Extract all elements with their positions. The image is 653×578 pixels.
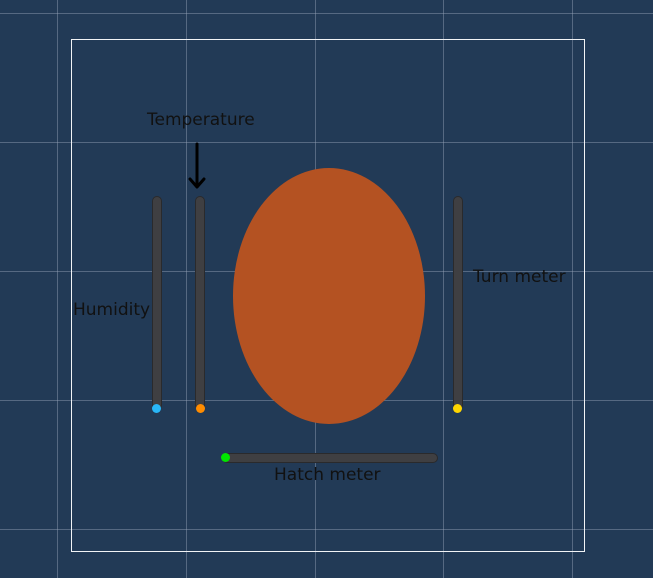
egg[interactable] bbox=[233, 168, 425, 424]
canvas-frame bbox=[71, 39, 585, 552]
temperature-meter-handle[interactable] bbox=[196, 404, 205, 413]
turn-meter-label: Turn meter bbox=[473, 267, 566, 287]
humidity-meter-handle[interactable] bbox=[152, 404, 161, 413]
temperature-meter-track bbox=[195, 196, 205, 410]
grid-line bbox=[0, 529, 653, 530]
grid-line bbox=[0, 142, 653, 143]
hatch-meter-handle[interactable] bbox=[221, 453, 230, 462]
hatch-meter-track bbox=[222, 453, 438, 463]
grid-line bbox=[443, 0, 444, 578]
humidity-label: Humidity bbox=[73, 300, 151, 320]
turn-meter-handle[interactable] bbox=[453, 404, 462, 413]
turn-meter-track bbox=[453, 196, 463, 410]
grid-line bbox=[186, 0, 187, 578]
grid-line bbox=[0, 13, 653, 14]
humidity-meter-track bbox=[152, 196, 162, 410]
temperature-label: Temperature bbox=[147, 110, 255, 130]
down-arrow-icon bbox=[188, 142, 206, 189]
grid-line bbox=[572, 0, 573, 578]
hatch-meter-label: Hatch meter bbox=[274, 465, 381, 485]
grid-line bbox=[57, 0, 58, 578]
